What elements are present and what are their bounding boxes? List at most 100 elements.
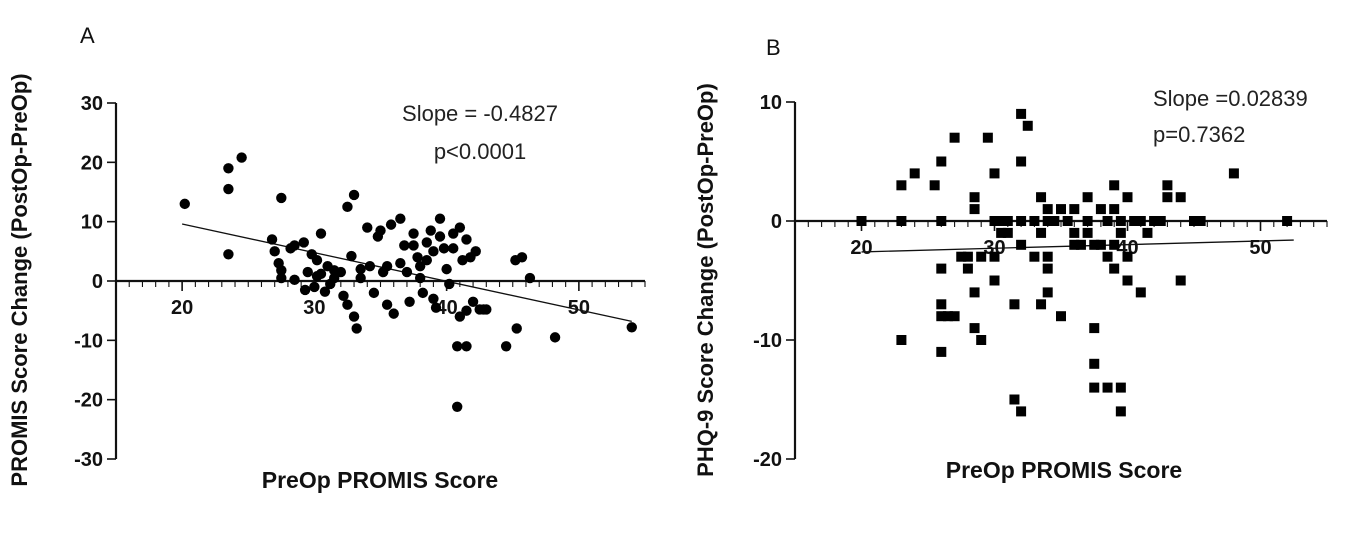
panel-a-slope-annotation: Slope = -0.4827 [402,101,558,126]
data-point [355,263,366,275]
panel-b-x-axis-label: PreOp PROMIS Score [946,457,1182,483]
data-point [236,152,247,163]
data-point [1042,216,1053,226]
data-point [302,266,313,278]
data-point [1042,251,1053,262]
data-point [936,346,947,357]
data-point [1162,192,1173,203]
data-point [1195,216,1206,226]
data-point [425,225,436,236]
data-point [500,341,512,352]
data-point [1175,192,1186,203]
data-point [956,251,967,262]
data-point [351,323,362,334]
panel-b-letter: B [766,35,781,60]
data-point [364,260,376,272]
data-point [1102,382,1113,393]
data-point [962,251,973,262]
data-point [1082,216,1093,226]
data-point [335,266,347,278]
data-point [1056,204,1066,215]
data-point [1089,239,1100,250]
data-point [223,249,234,260]
data-point [1042,204,1053,215]
panel-a-axes: 30 20 10 0 -10 -20 -30 20 30 40 50 [74,93,646,471]
data-point [1082,192,1093,203]
data-point [368,287,380,299]
data-point [434,231,446,242]
panel-a-y-tick-label: -10 [74,330,103,352]
data-point [223,163,234,174]
data-point [1228,168,1239,179]
data-point [414,260,426,272]
data-point [457,255,468,266]
data-point [936,156,947,167]
data-point [421,237,432,248]
data-point [989,168,1000,179]
data-point [929,180,940,191]
data-point [989,216,1000,226]
data-point [1282,216,1293,226]
data-point [1095,239,1106,250]
data-point [461,305,472,316]
data-point [1135,216,1146,226]
data-point [1002,216,1013,226]
data-point [448,243,459,254]
data-point [1149,216,1160,226]
data-point [896,335,907,345]
panel-a-p-value-annotation: p<0.0001 [434,139,526,164]
data-point [412,252,423,263]
panel-b-slope-annotation: Slope =0.02839 [1153,86,1308,111]
data-point [179,198,190,210]
panel-b-x-tick-label: 20 [850,237,872,259]
data-point [1016,239,1027,250]
panel-b-points [856,108,1293,417]
data-point [385,219,397,230]
panel-a-letter: A [80,23,95,48]
data-point [1036,192,1047,203]
panel-b-y-tick-label: 0 [771,211,782,233]
data-point [976,335,987,345]
data-point [524,272,536,284]
data-point [309,281,320,293]
data-point [223,183,234,195]
data-point [276,192,287,204]
data-point [511,323,522,334]
data-point [936,216,947,226]
data-point [856,216,867,226]
data-point [454,311,466,322]
data-point [1102,251,1113,262]
data-point [1062,216,1073,226]
data-point [1009,299,1020,310]
data-point [311,255,323,266]
data-point [1142,227,1153,238]
data-point [1109,263,1120,274]
data-point [1016,216,1027,226]
data-point [329,272,340,284]
panel-a: A PROMIS Score Change (PostOp-PreOp) Pre… [7,23,646,493]
data-point [896,216,907,226]
data-point [269,246,280,257]
panel-b-x-tick-label: 50 [1249,237,1271,259]
data-point [319,286,331,297]
data-point [1082,227,1093,238]
data-point [976,251,987,262]
panel-a-y-tick-label: 20 [81,152,103,174]
data-point [348,311,360,322]
data-point [942,311,953,322]
panel-a-x-axis-label: PreOp PROMIS Score [262,467,498,493]
panel-b-y-axis-label: PHQ-9 Score Change (PostOp-PreOp) [693,83,718,477]
data-point [1122,192,1133,203]
data-point [481,304,492,315]
data-point [1069,204,1080,215]
data-point [1115,216,1126,226]
data-point [421,255,432,266]
data-point [1016,108,1027,119]
data-point [467,296,479,307]
data-point [996,227,1007,238]
data-point [408,228,419,239]
data-point [1122,275,1133,286]
panel-a-y-tick-label: 0 [92,271,103,293]
data-point [1115,406,1126,417]
